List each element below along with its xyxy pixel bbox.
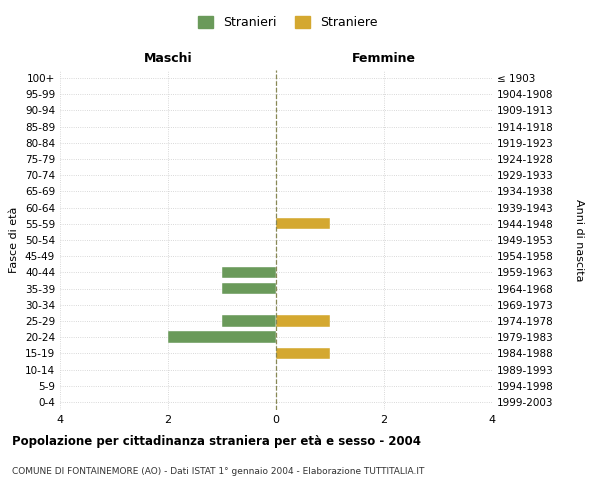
Bar xyxy=(222,266,276,278)
Bar xyxy=(222,283,276,294)
Legend: Stranieri, Straniere: Stranieri, Straniere xyxy=(193,11,383,34)
Bar xyxy=(276,218,330,230)
Bar xyxy=(168,332,276,343)
Bar xyxy=(276,348,330,359)
Text: Popolazione per cittadinanza straniera per età e sesso - 2004: Popolazione per cittadinanza straniera p… xyxy=(12,435,421,448)
Text: Femmine: Femmine xyxy=(352,52,416,65)
Y-axis label: Fasce di età: Fasce di età xyxy=(10,207,19,273)
Text: Anni di nascita: Anni di nascita xyxy=(574,198,584,281)
Bar xyxy=(276,316,330,326)
Bar xyxy=(222,316,276,326)
Text: COMUNE DI FONTAINEMORE (AO) - Dati ISTAT 1° gennaio 2004 - Elaborazione TUTTITAL: COMUNE DI FONTAINEMORE (AO) - Dati ISTAT… xyxy=(12,468,424,476)
Text: Maschi: Maschi xyxy=(143,52,193,65)
